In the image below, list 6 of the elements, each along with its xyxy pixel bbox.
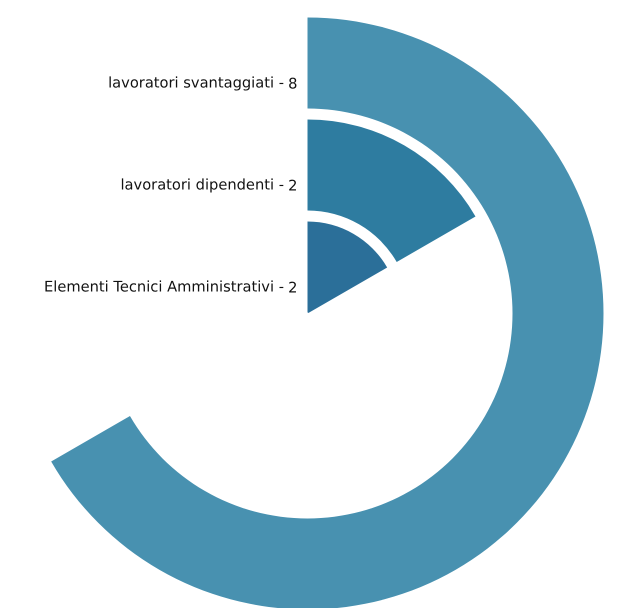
category-label: lavoratori dipendenti - <box>120 176 284 194</box>
data-label: 2 <box>288 178 298 194</box>
category-label: Elementi Tecnici Amministrativi - <box>44 278 284 296</box>
data-label: 2 <box>288 280 298 296</box>
category-label: lavoratori svantaggiati - <box>108 74 284 92</box>
data-label: 8 <box>288 76 298 92</box>
